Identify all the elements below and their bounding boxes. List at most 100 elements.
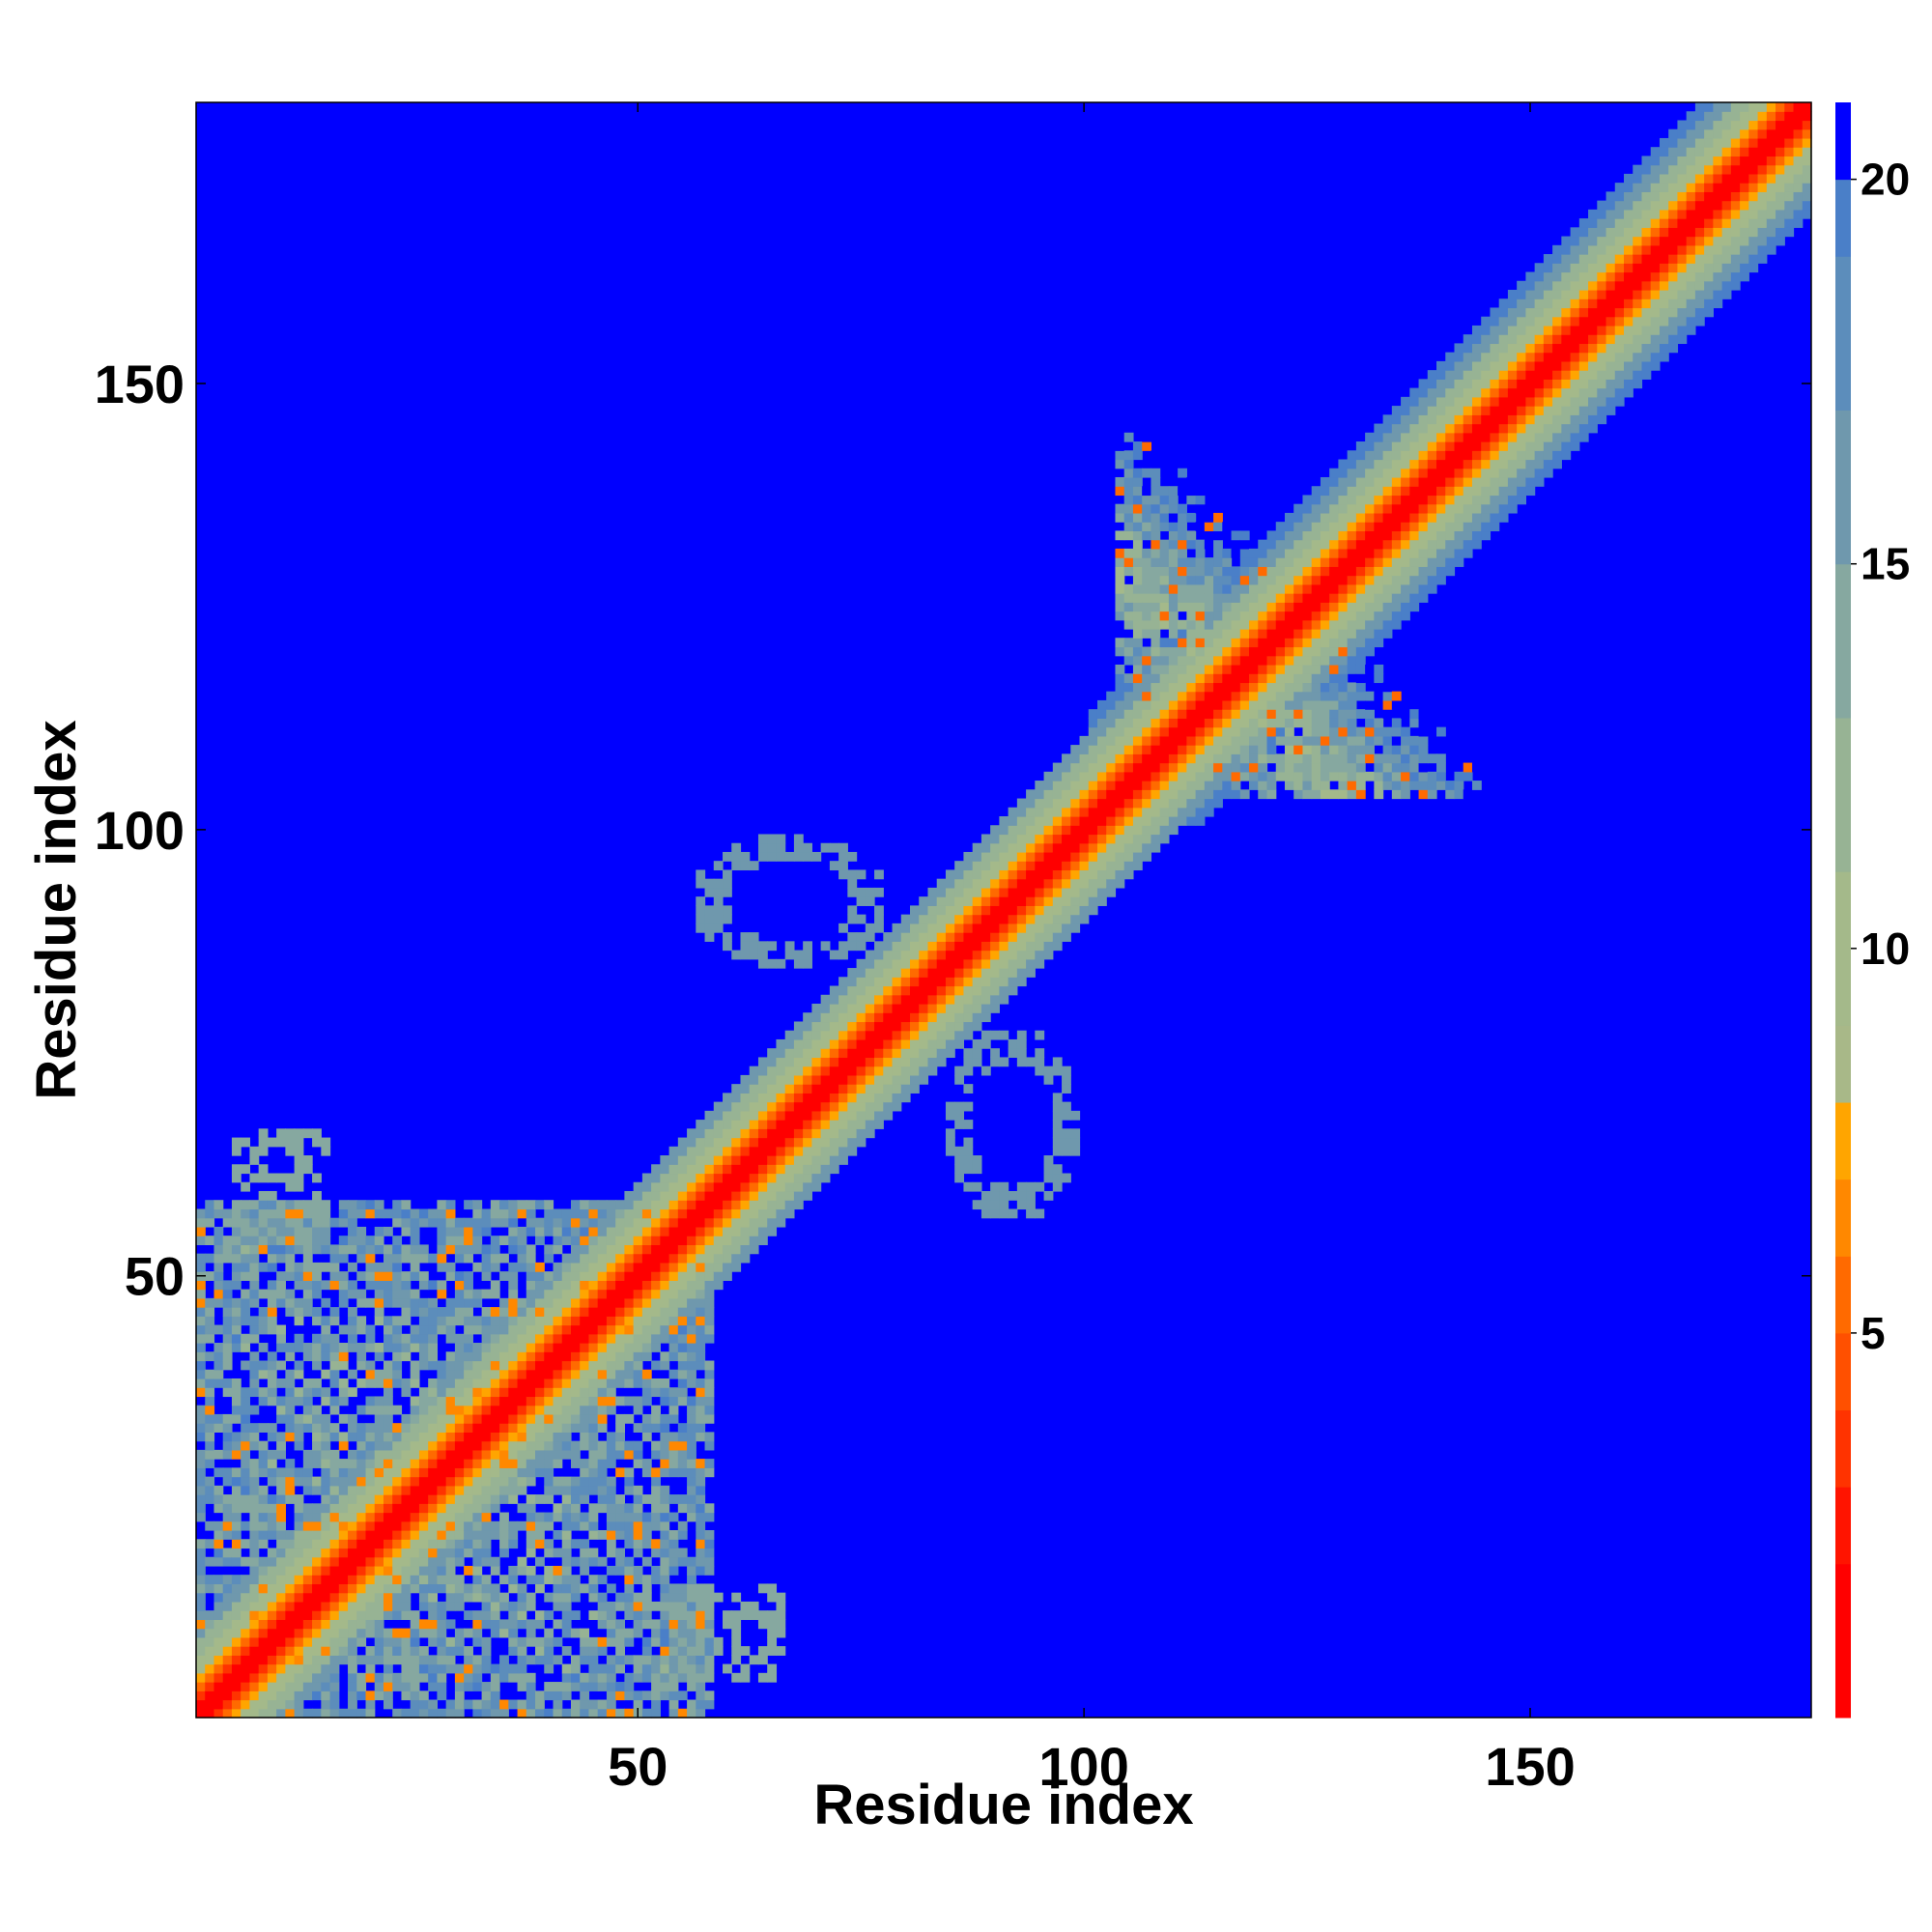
- heatmap-cell: [704, 1137, 715, 1148]
- heatmap-cell: [213, 1530, 224, 1540]
- heatmap-cell: [1132, 816, 1143, 826]
- heatmap-cell: [481, 1512, 492, 1522]
- heatmap-cell: [660, 1601, 670, 1611]
- heatmap-cell: [418, 1440, 429, 1451]
- heatmap-cell: [1275, 530, 1286, 541]
- heatmap-cell: [606, 1262, 616, 1272]
- heatmap-cell: [526, 1262, 536, 1272]
- heatmap-cell: [829, 1038, 839, 1049]
- heatmap-cell: [883, 1074, 894, 1085]
- heatmap-cell: [526, 1476, 536, 1487]
- heatmap-cell: [392, 1244, 403, 1255]
- heatmap-cell: [660, 1351, 670, 1362]
- heatmap-cell: [231, 1708, 242, 1719]
- heatmap-cell: [1178, 735, 1187, 746]
- heatmap-cell: [1258, 566, 1268, 577]
- heatmap-cell: [553, 1459, 563, 1468]
- heatmap-cell: [1284, 575, 1294, 585]
- heatmap-cell: [1266, 575, 1277, 585]
- heatmap-cell: [999, 842, 1009, 853]
- heatmap-cell: [570, 1360, 581, 1371]
- heatmap-cell: [1070, 896, 1081, 906]
- heatmap-cell: [517, 1333, 527, 1344]
- heatmap-cell: [490, 1280, 500, 1291]
- heatmap-cell: [668, 1271, 679, 1281]
- heatmap-cell: [356, 1440, 367, 1451]
- heatmap-cell: [383, 1610, 393, 1620]
- heatmap-cell: [757, 1610, 768, 1620]
- heatmap-cell: [954, 1101, 965, 1112]
- heatmap-cell: [374, 1440, 384, 1451]
- heatmap-cell: [285, 1128, 296, 1139]
- heatmap-cell: [205, 1307, 215, 1317]
- heatmap-cell: [329, 1307, 340, 1317]
- heatmap-cell: [757, 1074, 768, 1085]
- heatmap-cell: [258, 1236, 269, 1246]
- heatmap-cell: [580, 1565, 590, 1576]
- heatmap-cell: [677, 1316, 688, 1326]
- heatmap-cell: [526, 1271, 536, 1281]
- heatmap-cell: [1320, 602, 1330, 612]
- heatmap-cell: [980, 1038, 991, 1049]
- heatmap-cell: [428, 1423, 439, 1433]
- heatmap-cell: [437, 1610, 447, 1620]
- heatmap-cell: [883, 932, 894, 942]
- heatmap-cell: [1088, 896, 1098, 906]
- heatmap-cell: [312, 1583, 322, 1594]
- heatmap-cell: [508, 1200, 519, 1210]
- heatmap-cell: [776, 1057, 786, 1067]
- heatmap-cell: [1132, 557, 1143, 567]
- heatmap-cell: [704, 1672, 715, 1683]
- heatmap-cell: [687, 1146, 696, 1156]
- heatmap-cell: [757, 1173, 768, 1183]
- heatmap-cell: [231, 1628, 242, 1638]
- heatmap-cell: [437, 1236, 447, 1246]
- heatmap-cell: [990, 994, 1000, 1005]
- heatmap-cell: [624, 1601, 635, 1611]
- heatmap-cell: [535, 1583, 545, 1594]
- heatmap-cell: [472, 1459, 483, 1468]
- heatmap-cell: [615, 1297, 626, 1308]
- heatmap-cell: [1159, 691, 1170, 701]
- heatmap-cell: [588, 1289, 599, 1299]
- heatmap-cell: [410, 1494, 420, 1504]
- heatmap-cell: [258, 1672, 269, 1683]
- heatmap-cell: [696, 1699, 706, 1710]
- heatmap-cell: [1329, 530, 1340, 541]
- heatmap-cell: [874, 923, 884, 933]
- heatmap-cell: [348, 1592, 357, 1603]
- heatmap-cell: [1204, 629, 1214, 639]
- heatmap-cell: [249, 1297, 260, 1308]
- heatmap-cell: [597, 1636, 608, 1647]
- heatmap-cell: [526, 1200, 536, 1210]
- heatmap-cell: [222, 1512, 233, 1522]
- heatmap-cell: [606, 1297, 616, 1308]
- heatmap-cell: [1159, 495, 1170, 505]
- heatmap-cell: [847, 1101, 858, 1112]
- heatmap-cell: [1302, 602, 1313, 612]
- heatmap-cell: [668, 1200, 679, 1210]
- heatmap-cell: [1159, 522, 1170, 532]
- heatmap-cell: [258, 1583, 269, 1594]
- heatmap-cell: [1035, 896, 1045, 906]
- heatmap-cell: [633, 1610, 643, 1620]
- heatmap-cell: [472, 1565, 483, 1576]
- heatmap-cell: [276, 1655, 286, 1665]
- heatmap-cell: [392, 1628, 403, 1638]
- heatmap-cell: [597, 1307, 608, 1317]
- heatmap-cell: [454, 1539, 465, 1549]
- heatmap-cell: [348, 1520, 357, 1531]
- heatmap-cell: [1151, 476, 1161, 487]
- heatmap-cell: [553, 1592, 563, 1603]
- heatmap-cell: [1213, 771, 1223, 781]
- heatmap-cell: [820, 1128, 831, 1139]
- heatmap-cell: [1329, 575, 1340, 585]
- heatmap-cell: [776, 1190, 786, 1201]
- heatmap-cell: [1151, 548, 1161, 558]
- heatmap-cell: [205, 1387, 215, 1398]
- heatmap-cell: [731, 1137, 742, 1148]
- heatmap-cell: [651, 1324, 661, 1335]
- heatmap-cell: [401, 1539, 412, 1549]
- heatmap-cell: [401, 1449, 412, 1460]
- heatmap-cell: [285, 1343, 296, 1352]
